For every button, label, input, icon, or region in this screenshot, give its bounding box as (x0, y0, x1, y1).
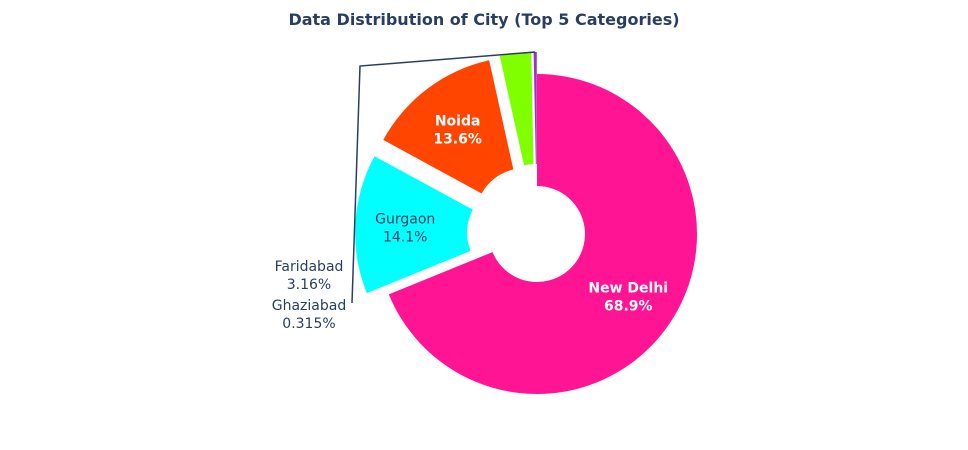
slice-label-gurgaon: Gurgaon (375, 212, 435, 228)
slice-label-new-delhi: New Delhi (588, 280, 668, 296)
slice-percent-ghaziabad: 0.315% (282, 316, 335, 332)
leader-line-ghaziabad (351, 51, 536, 304)
pie-slice-faridabad[interactable] (499, 52, 534, 166)
slice-label-ghaziabad: Ghaziabad (272, 298, 346, 314)
pie-slice-noida[interactable] (383, 60, 514, 194)
slice-label-noida: Noida (435, 114, 481, 130)
slice-percent-faridabad: 3.16% (287, 277, 331, 293)
pie-slice-ghaziabad[interactable] (533, 52, 537, 165)
pie-slice-new-delhi[interactable] (388, 74, 697, 394)
chart-title: Data Distribution of City (Top 5 Categor… (288, 10, 680, 29)
slice-label-faridabad: Faridabad (275, 259, 344, 275)
slice-percent-new-delhi: 68.9% (604, 298, 653, 314)
slice-percent-gurgaon: 14.1% (383, 230, 427, 246)
pie-slice-gurgaon[interactable] (355, 156, 473, 294)
slice-percent-noida: 13.6% (433, 132, 482, 148)
